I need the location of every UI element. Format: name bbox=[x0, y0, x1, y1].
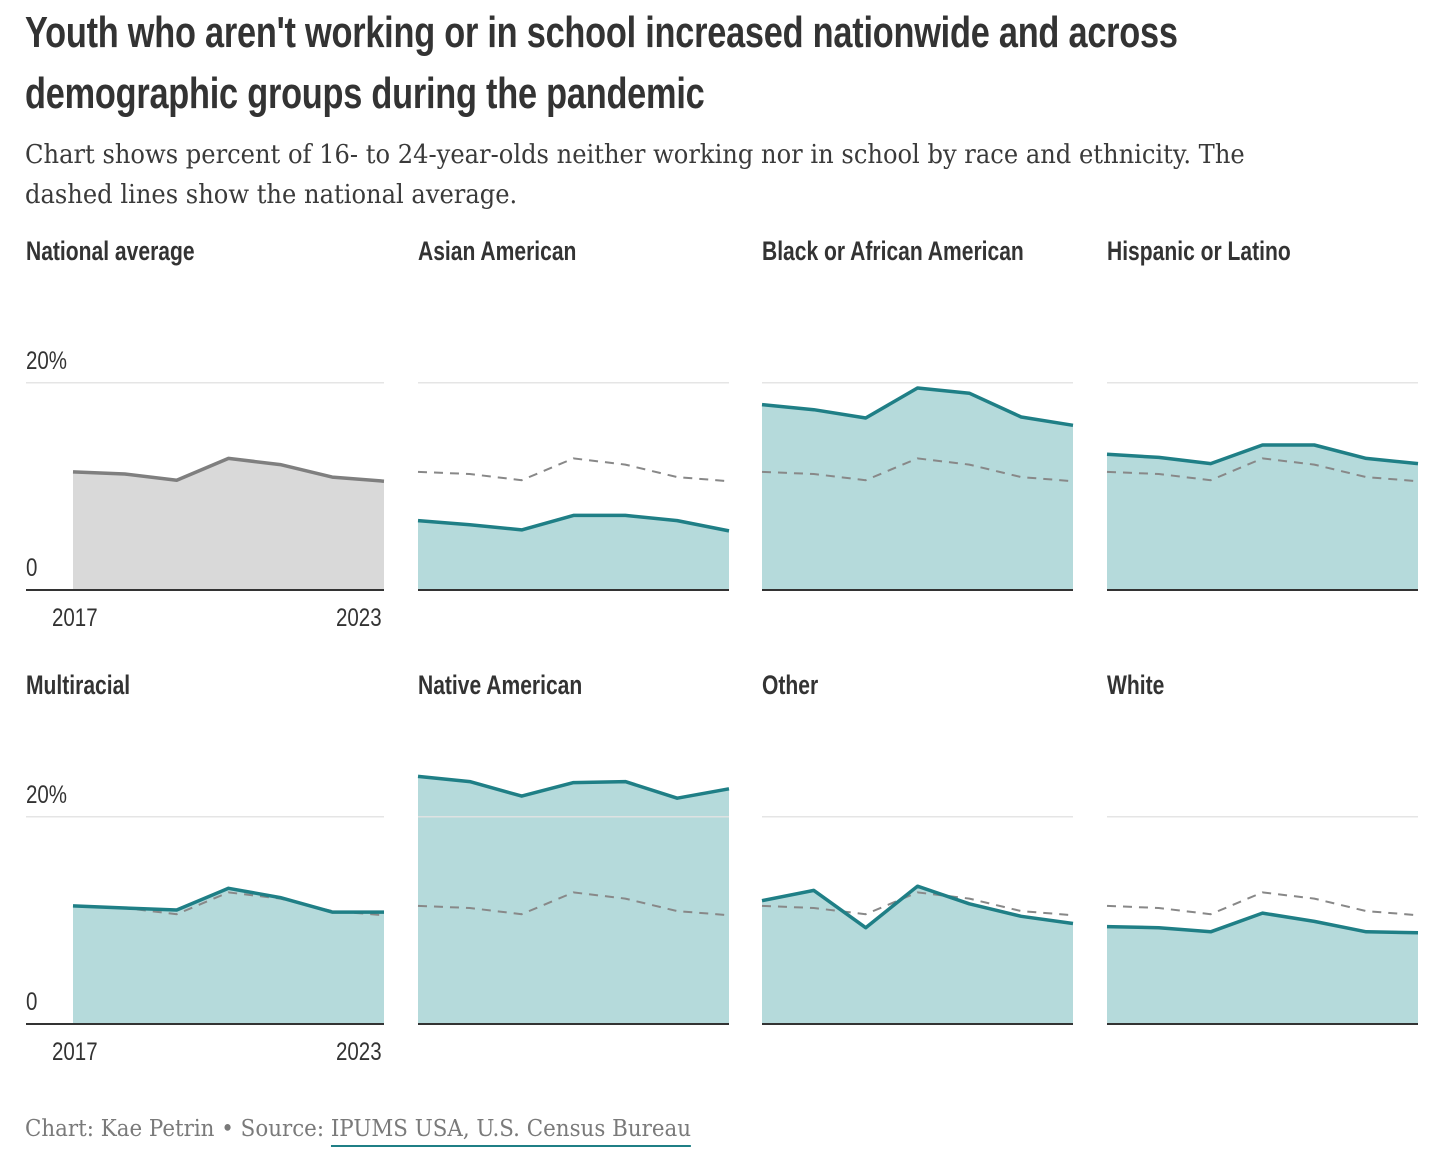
chart-title-line-2: demographic groups during the pandemic bbox=[25, 69, 705, 118]
national-average-dashed-line bbox=[761, 457, 1074, 483]
source-link[interactable]: IPUMS USA, U.S. Census Bureau bbox=[330, 1116, 692, 1147]
area-white bbox=[1107, 913, 1418, 1024]
y-tick-label: 20% bbox=[26, 346, 68, 375]
x-tick-label: 2023 bbox=[336, 604, 382, 632]
panel-title-text: Asian American bbox=[418, 236, 577, 266]
panel-title-other: Other bbox=[762, 670, 834, 701]
y-tick-label: 20% bbox=[26, 780, 68, 809]
panel-title-hispanic-or-latino: Hispanic or Latino bbox=[1107, 236, 1343, 267]
chart-title-line-1: Youth who aren't working or in school in… bbox=[25, 8, 1178, 57]
national-average-dashed-line bbox=[1106, 457, 1419, 483]
national-average-dashed-line bbox=[1106, 891, 1419, 917]
panel-title-text: Hispanic or Latino bbox=[1107, 236, 1291, 266]
area-multiracial bbox=[73, 888, 384, 1024]
panel-title-text: Native American bbox=[418, 670, 583, 700]
area-hispanic-or-latino bbox=[1107, 445, 1418, 590]
source-label: Source: bbox=[240, 1116, 331, 1142]
national-average-dashed-line bbox=[417, 891, 730, 917]
area-national-average bbox=[73, 458, 384, 590]
line-white bbox=[1106, 911, 1419, 935]
line-multiracial bbox=[72, 886, 384, 914]
line-national-average bbox=[72, 456, 385, 483]
footer-separator: • bbox=[214, 1116, 241, 1142]
line-other bbox=[761, 884, 1074, 930]
y-tick-label: 0 bbox=[26, 554, 38, 582]
area-black-or-african-american bbox=[762, 388, 1073, 590]
y-tick-label: 0 bbox=[26, 988, 38, 1016]
area-native-american bbox=[418, 776, 729, 1024]
line-hispanic-or-latino bbox=[1106, 443, 1419, 466]
x-tick-label: 2017 bbox=[52, 1038, 98, 1066]
line-asian-american bbox=[417, 513, 730, 533]
panel-title-text: White bbox=[1107, 670, 1165, 700]
chart-subtitle: Chart shows percent of 16- to 24-year-ol… bbox=[25, 140, 1245, 210]
national-average-dashed-line bbox=[417, 457, 730, 483]
area-asian-american bbox=[418, 515, 729, 590]
panel-title-white: White bbox=[1107, 670, 1181, 701]
x-tick-label: 2017 bbox=[52, 604, 98, 632]
national-average-dashed-line bbox=[761, 891, 1074, 917]
chart-title: Youth who aren't working or in school in… bbox=[25, 2, 1440, 124]
x-tick-label: 2023 bbox=[336, 1038, 382, 1066]
panel-title-text: National average bbox=[26, 236, 195, 266]
panel-title-black-or-african-american: Black or African American bbox=[762, 236, 1098, 267]
chart-footer: Chart: Kae Petrin • Source: IPUMS USA, U… bbox=[25, 1116, 692, 1147]
panel-title-text: Black or African American bbox=[762, 236, 1024, 266]
panel-title-national-average: National average bbox=[26, 236, 242, 267]
area-other bbox=[762, 886, 1073, 1024]
panel-title-native-american: Native American bbox=[418, 670, 629, 701]
panel-title-multiracial: Multiracial bbox=[26, 670, 160, 701]
line-native-american bbox=[417, 774, 730, 800]
panel-title-text: Multiracial bbox=[26, 670, 131, 700]
panel-title-text: Other bbox=[762, 670, 819, 700]
panel-title-asian-american: Asian American bbox=[418, 236, 621, 267]
line-black-or-african-american bbox=[761, 386, 1074, 428]
chart-credit: Chart: Kae Petrin bbox=[25, 1116, 215, 1142]
